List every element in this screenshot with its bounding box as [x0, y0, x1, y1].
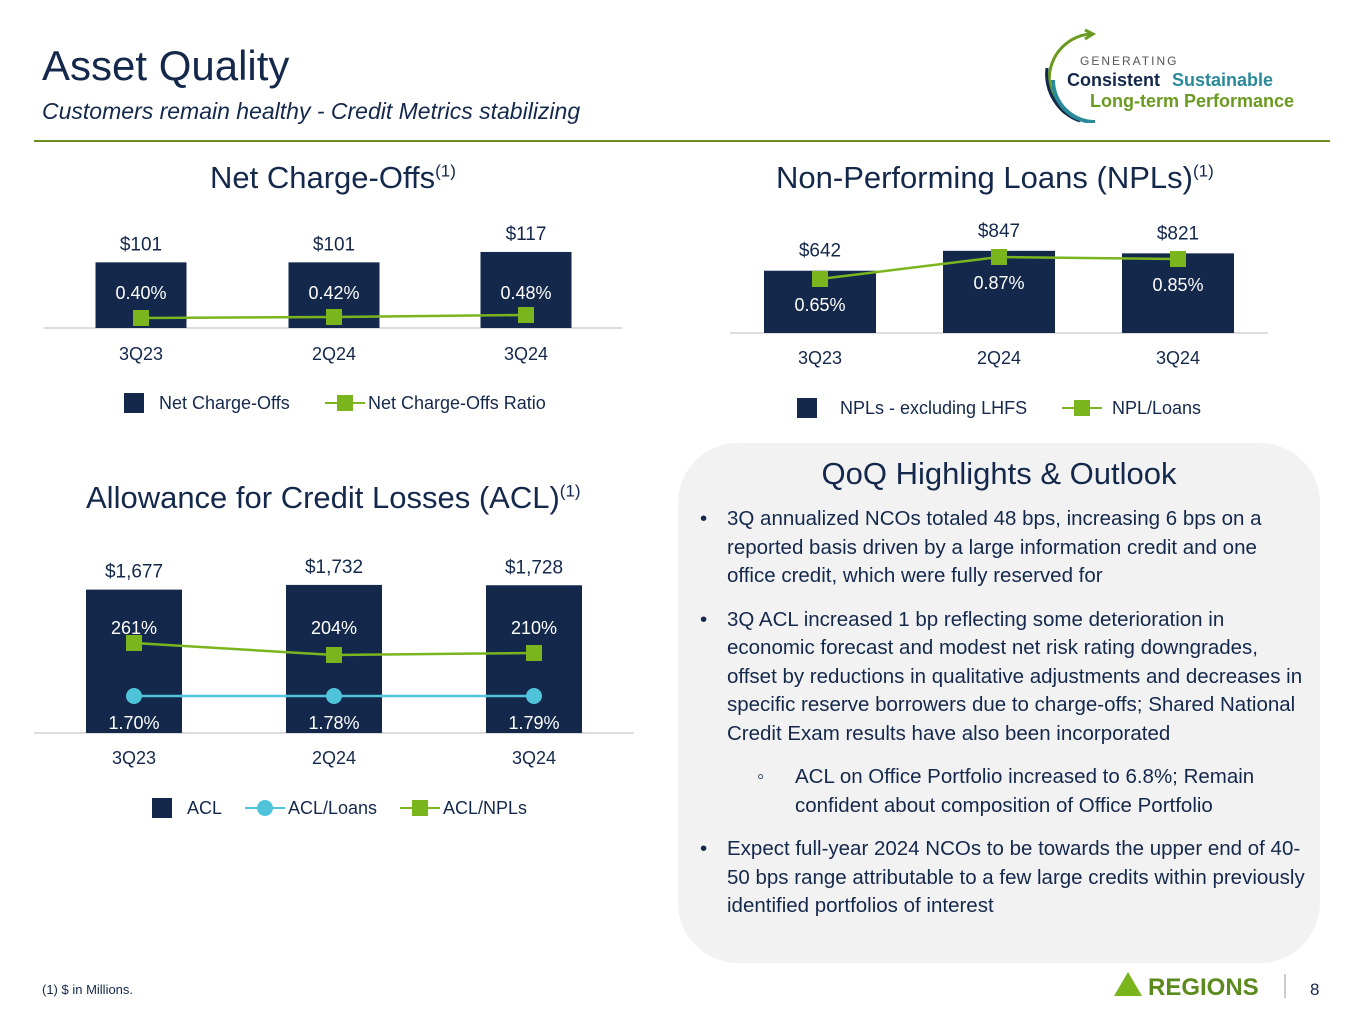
legend-swatch — [124, 393, 144, 413]
highlight-item: Expect full-year 2024 NCOs to be towards… — [700, 835, 1310, 921]
line-marker — [1170, 251, 1186, 267]
category-label: 3Q24 — [512, 748, 556, 768]
highlights-title: QoQ Highlights & Outlook — [821, 456, 1177, 491]
category-label: 3Q24 — [1156, 348, 1200, 368]
line-value-label: 0.85% — [1152, 275, 1203, 295]
line-value-label: 210% — [511, 618, 557, 638]
line-marker — [526, 688, 542, 704]
bar-value-label: $101 — [313, 234, 355, 255]
line-value-label: 1.78% — [308, 713, 359, 733]
page-number: 8 — [1310, 980, 1320, 999]
legend-marker — [337, 395, 353, 411]
legend-marker — [412, 800, 428, 816]
line-marker — [126, 635, 142, 651]
legend-label: Net Charge-Offs Ratio — [368, 393, 546, 413]
page-title: Asset Quality — [42, 42, 290, 89]
line-value-label: 0.42% — [308, 283, 359, 303]
highlight-item: 3Q ACL increased 1 bp reflecting some de… — [700, 606, 1310, 749]
category-label: 2Q24 — [312, 344, 356, 364]
line-value-label: 204% — [311, 618, 357, 638]
bar-value-label: $1,677 — [105, 562, 163, 583]
acl-chart-title: Allowance for Credit Losses (ACL)(1) — [86, 480, 581, 515]
line-marker — [526, 645, 542, 661]
tagline-logo: GENERATING Consistent Sustainable Long-t… — [1045, 28, 1294, 123]
line-marker — [812, 271, 828, 287]
svg-text:GENERATING: GENERATING — [1080, 54, 1178, 68]
line-value-label: 1.70% — [108, 713, 159, 733]
category-label: 3Q24 — [504, 344, 548, 364]
title-divider — [34, 140, 1330, 142]
bar — [86, 589, 182, 733]
bar-value-label: $1,732 — [305, 557, 363, 578]
line-marker — [518, 307, 534, 323]
nco-chart-title: Net Charge-Offs(1) — [210, 160, 456, 195]
bar-value-label: $642 — [799, 241, 841, 262]
svg-text:REGIONS: REGIONS — [1148, 974, 1259, 1000]
line-value-label: 261% — [111, 618, 157, 638]
legend-swatch — [152, 798, 172, 818]
category-label: 3Q23 — [798, 348, 842, 368]
bar-value-label: $821 — [1157, 223, 1199, 244]
line-marker — [326, 309, 342, 325]
legend-marker — [1074, 400, 1090, 416]
legend-label: ACL/Loans — [288, 798, 377, 818]
line-value-label: 0.48% — [500, 283, 551, 303]
line-marker — [126, 688, 142, 704]
line-value-label: 1.79% — [508, 713, 559, 733]
line-value-label: 0.65% — [794, 295, 845, 315]
bar-value-label: $847 — [978, 221, 1020, 242]
category-label: 3Q23 — [112, 748, 156, 768]
legend-label: ACL/NPLs — [443, 798, 527, 818]
line-value-label: 0.40% — [115, 283, 166, 303]
legend-label: NPL/Loans — [1112, 398, 1201, 418]
category-label: 3Q23 — [119, 344, 163, 364]
legend-label: NPLs - excluding LHFS — [840, 398, 1027, 418]
regions-logo: REGIONS — [1114, 972, 1286, 1000]
highlight-subitem: ACL on Office Portfolio increased to 6.8… — [700, 763, 1310, 820]
bar-value-label: $117 — [506, 224, 547, 245]
bar-value-label: $101 — [120, 234, 162, 255]
highlights-list: 3Q annualized NCOs totaled 48 bps, incre… — [700, 505, 1310, 936]
svg-text:Long-term Performance: Long-term Performance — [1090, 91, 1294, 111]
legend-label: ACL — [187, 798, 222, 818]
svg-text:Consistent: Consistent — [1067, 70, 1160, 90]
npl-chart-title: Non-Performing Loans (NPLs)(1) — [776, 160, 1214, 195]
line-marker — [326, 647, 342, 663]
legend-label: Net Charge-Offs — [159, 393, 290, 413]
page-subtitle: Customers remain healthy - Credit Metric… — [42, 98, 581, 124]
bar-value-label: $1,728 — [505, 557, 563, 578]
highlight-item: 3Q annualized NCOs totaled 48 bps, incre… — [700, 505, 1310, 591]
line-marker — [326, 688, 342, 704]
footnote: (1) $ in Millions. — [42, 982, 134, 997]
legend-swatch — [797, 398, 817, 418]
line-marker — [991, 249, 1007, 265]
legend-marker — [257, 800, 273, 816]
category-label: 2Q24 — [977, 348, 1021, 368]
svg-text:Sustainable: Sustainable — [1172, 70, 1273, 90]
category-label: 2Q24 — [312, 748, 356, 768]
line-value-label: 0.87% — [973, 273, 1024, 293]
line-marker — [133, 310, 149, 326]
